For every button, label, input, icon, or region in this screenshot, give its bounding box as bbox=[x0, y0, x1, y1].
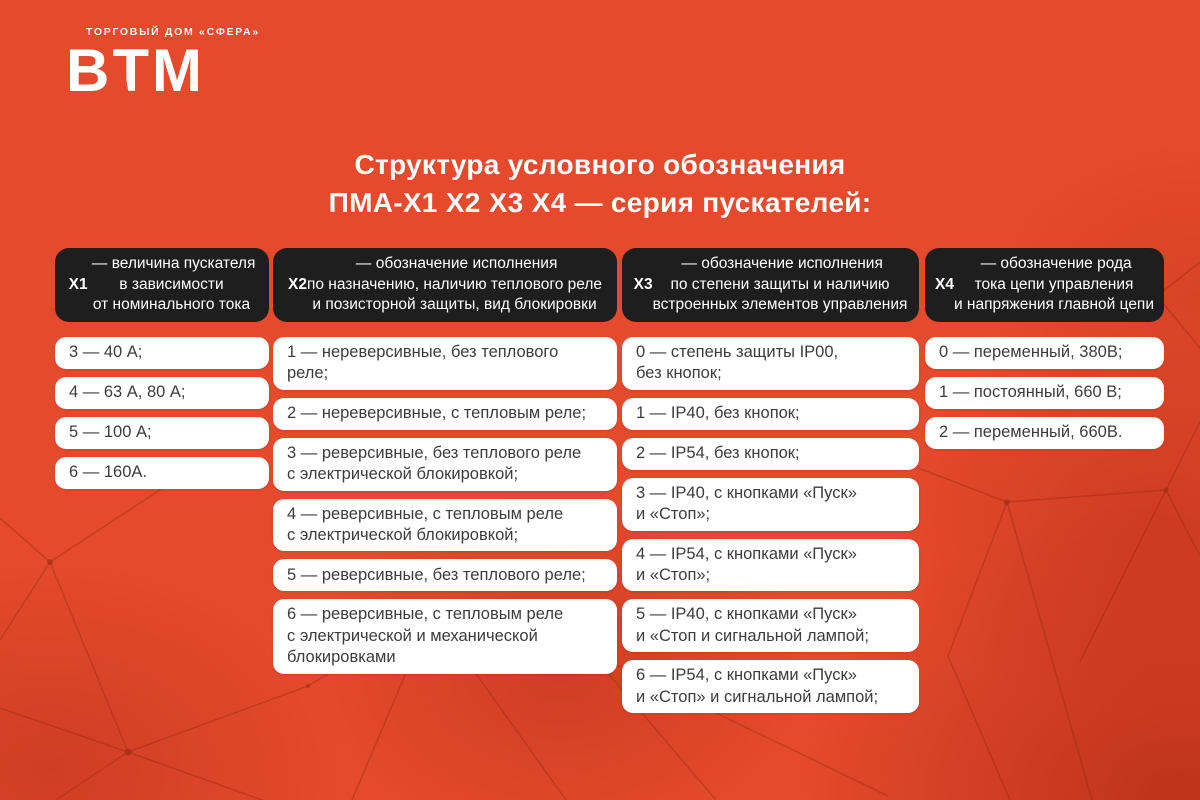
designation-item: 1 — IP40, без кнопок; bbox=[622, 397, 919, 430]
designation-item: 5 — IP40, с кнопками «Пуск» и «Стоп и си… bbox=[622, 599, 919, 653]
designation-column-x2: Х2 — обозначение исполнения по назначени… bbox=[273, 248, 617, 674]
column-header-text: — обозначение исполнения по степени защи… bbox=[652, 255, 908, 314]
designation-item: 6 — IP54, с кнопками «Пуск» и «Стоп» и с… bbox=[622, 660, 919, 714]
column-header: Х4 — обозначение рода тока цепи управлен… bbox=[925, 248, 1164, 322]
designation-item: 0 — степень защиты IP00, без кнопок; bbox=[622, 336, 919, 390]
column-items: 0 — степень защиты IP00, без кнопок; 1 — … bbox=[622, 336, 919, 714]
logo-letter: М bbox=[152, 37, 205, 104]
designation-item: 3 — 40 А; bbox=[55, 336, 269, 369]
designation-item: 4 — реверсивные, с тепловым реле с элект… bbox=[273, 498, 617, 552]
column-code: Х2 bbox=[287, 275, 307, 293]
designation-item: 5 — 100 А; bbox=[55, 416, 269, 449]
column-header: Х1 — величина пускателя в зависимости от… bbox=[55, 248, 269, 322]
column-code: Х3 bbox=[633, 275, 653, 293]
designation-item: 4 — 63 А, 80 А; bbox=[55, 376, 269, 409]
column-header-text: — обозначение исполнения по назначению, … bbox=[306, 255, 603, 314]
designation-item: 2 — IP54, без кнопок; bbox=[622, 437, 919, 470]
page-title-line2: ПМА-Х1 Х2 Х3 Х4 — серия пускателей: bbox=[328, 186, 872, 218]
designation-column-x4: Х4 — обозначение рода тока цепи управлен… bbox=[925, 248, 1164, 449]
designation-item: 1 — нереверсивные, без теплового реле; bbox=[273, 336, 617, 390]
designation-item: 5 — реверсивные, без теплового реле; bbox=[273, 559, 617, 592]
designation-item: 1 — постоянный, 660 В; bbox=[925, 376, 1164, 409]
designation-item: 3 — реверсивные, без теплового реле с эл… bbox=[273, 437, 617, 491]
logo-letter: Т bbox=[112, 37, 152, 104]
column-items: 3 — 40 А; 4 — 63 А, 80 А; 5 — 100 А; 6 — 16… bbox=[55, 336, 269, 489]
column-items: 1 — нереверсивные, без теплового реле; 2 … bbox=[273, 336, 617, 674]
designation-column-x1: Х1 — величина пускателя в зависимости от… bbox=[55, 248, 269, 489]
designation-item: 6 — реверсивные, с тепловым реле с элект… bbox=[273, 599, 617, 674]
designation-item: 2 — переменный, 660В. bbox=[925, 416, 1164, 449]
designation-item: 2 — нереверсивные, с тепловым реле; bbox=[273, 397, 617, 430]
column-code: Х4 bbox=[935, 275, 954, 293]
designation-item: 0 — переменный, 380В; bbox=[925, 336, 1164, 369]
column-header-text: — обозначение рода тока цепи управления … bbox=[953, 255, 1154, 314]
designation-item: 4 — IP54, с кнопками «Пуск» и «Стоп»; bbox=[622, 538, 919, 592]
logo-tagline: ТОРГОВЫЙ ДОМ «СФЕРА» bbox=[86, 26, 260, 38]
column-header: Х3 — обозначение исполнения по степени з… bbox=[622, 248, 919, 322]
designation-item: 6 — 160А. bbox=[55, 456, 269, 489]
page-title-line1: Структура условного обозначения bbox=[354, 149, 846, 180]
logo-letter: В bbox=[66, 37, 113, 104]
column-header-text: — величина пускателя в зависимости от но… bbox=[91, 255, 256, 314]
page-title: Структура условного обозначения ПМА-Х1 Х… bbox=[0, 146, 1200, 221]
designation-item: 3 — IP40, с кнопками «Пуск» и «Стоп»; bbox=[622, 477, 919, 531]
column-code: Х1 bbox=[68, 275, 88, 293]
brand-logo: ТОРГОВЫЙ ДОМ «СФЕРА» В Т М bbox=[66, 26, 260, 115]
designation-column-x3: Х3 — обозначение исполнения по степени з… bbox=[622, 248, 919, 714]
btm-logo-icon: В Т М bbox=[66, 41, 260, 115]
column-header: Х2 — обозначение исполнения по назначени… bbox=[273, 248, 617, 322]
column-items: 0 — переменный, 380В; 1 — постоянный, 660… bbox=[925, 336, 1164, 449]
